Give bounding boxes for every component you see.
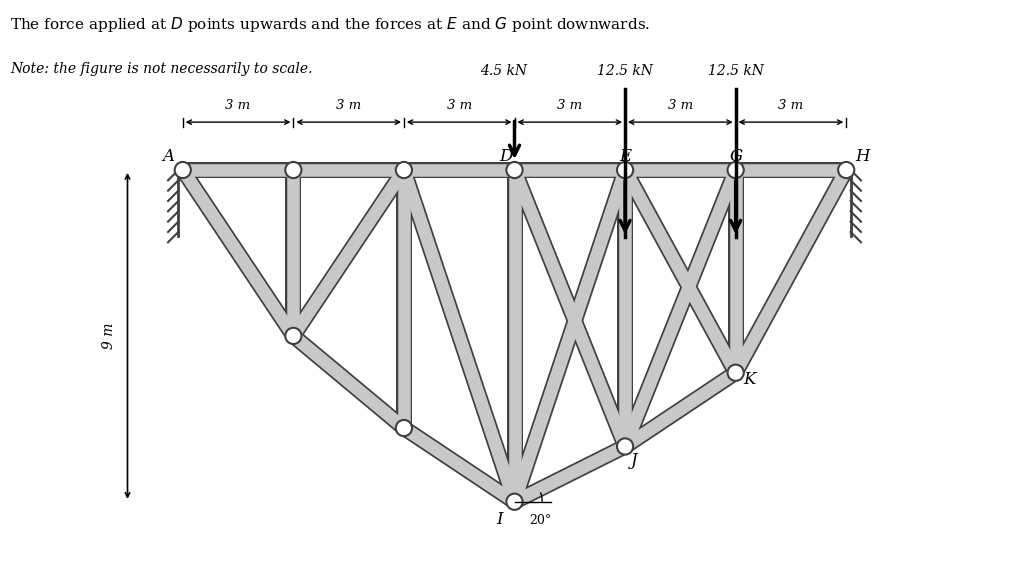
Text: 12.5 kN: 12.5 kN bbox=[708, 64, 764, 78]
Circle shape bbox=[728, 162, 744, 178]
Text: Note: the figure is not necessarily to scale.: Note: the figure is not necessarily to s… bbox=[10, 62, 313, 76]
Circle shape bbox=[617, 438, 633, 454]
Circle shape bbox=[285, 162, 301, 178]
Circle shape bbox=[617, 162, 633, 178]
Text: The force applied at $D$ points upwards and the forces at $E$ and $G$ point down: The force applied at $D$ points upwards … bbox=[10, 15, 650, 33]
Circle shape bbox=[838, 162, 854, 178]
Circle shape bbox=[506, 494, 523, 510]
Text: 20°: 20° bbox=[529, 514, 552, 527]
Text: 3 m: 3 m bbox=[225, 99, 251, 112]
Text: G: G bbox=[731, 148, 743, 165]
Text: D: D bbox=[499, 148, 512, 165]
Circle shape bbox=[396, 162, 412, 178]
Text: A: A bbox=[163, 148, 175, 165]
Text: 3 m: 3 m bbox=[447, 99, 472, 112]
Text: 4.5 kN: 4.5 kN bbox=[480, 64, 527, 78]
Text: E: E bbox=[619, 148, 632, 165]
Text: 3 m: 3 m bbox=[668, 99, 693, 112]
Circle shape bbox=[285, 328, 301, 344]
Circle shape bbox=[175, 162, 191, 178]
Circle shape bbox=[396, 420, 412, 436]
Text: H: H bbox=[855, 148, 870, 165]
Text: K: K bbox=[743, 371, 755, 388]
Text: 3 m: 3 m bbox=[557, 99, 582, 112]
Circle shape bbox=[506, 162, 523, 178]
Text: 3 m: 3 m bbox=[336, 99, 361, 112]
Text: 9 m: 9 m bbox=[102, 323, 116, 349]
Text: 3 m: 3 m bbox=[778, 99, 804, 112]
Text: I: I bbox=[496, 511, 503, 528]
Text: 12.5 kN: 12.5 kN bbox=[597, 64, 653, 78]
Circle shape bbox=[728, 365, 744, 381]
Text: J: J bbox=[631, 452, 637, 469]
